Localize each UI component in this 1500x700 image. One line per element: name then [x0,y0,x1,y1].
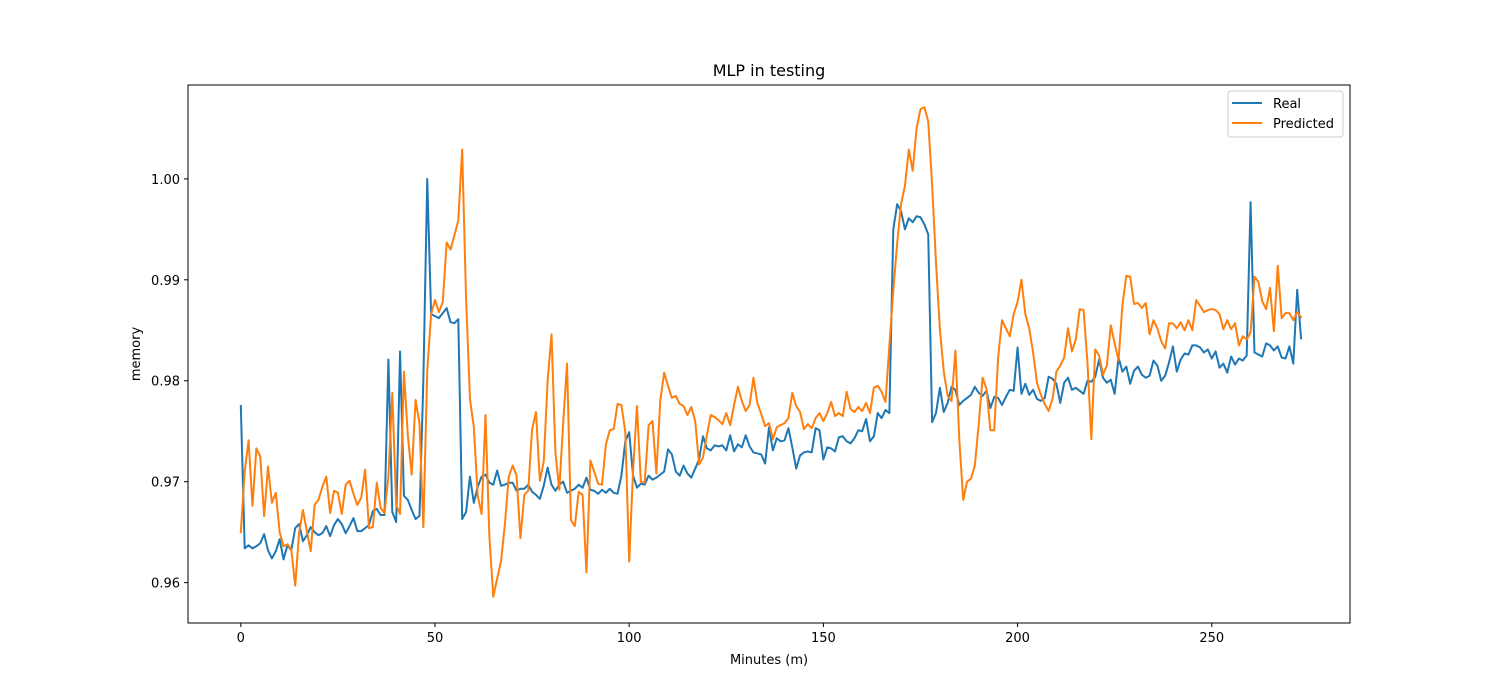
chart-title: MLP in testing [713,61,826,80]
y-tick-label: 1.00 [151,173,180,188]
y-tick-label: 0.99 [151,274,180,289]
x-tick-label: 50 [427,631,444,646]
y-tick-label: 0.97 [151,476,180,491]
plot-frame [187,84,1351,624]
x-tick-label: 200 [1005,631,1030,646]
series-line-real [239,177,1303,561]
series-layer [239,106,1303,598]
x-tick-label: 250 [1199,631,1224,646]
y-axis: 0.96 0.97 0.98 0.99 1.00 [151,173,188,592]
y-tick-label: 0.98 [151,375,180,390]
legend: Real Predicted [1227,90,1344,138]
legend-label-predicted: Predicted [1273,117,1334,132]
y-tick-label: 0.96 [151,577,180,592]
series-line-predicted [239,106,1303,598]
x-tick-label: 100 [617,631,642,646]
x-axis-label: Minutes (m) [730,653,808,668]
legend-label-real: Real [1273,97,1301,112]
x-axis: 0 50 100 150 200 250 [237,623,1224,646]
y-axis-label: memory [129,327,144,382]
x-tick-label: 0 [237,631,245,646]
x-tick-label: 150 [811,631,836,646]
